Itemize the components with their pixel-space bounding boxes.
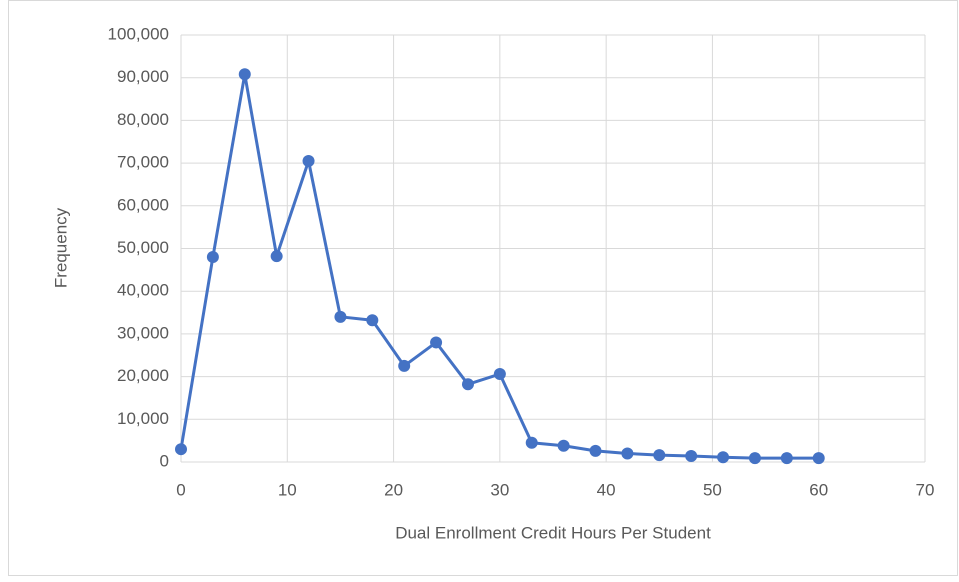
x-tick-label: 60 bbox=[809, 480, 828, 499]
chart-border bbox=[8, 0, 958, 576]
data-point bbox=[812, 452, 825, 465]
data-point bbox=[780, 452, 793, 465]
data-point bbox=[238, 68, 251, 81]
y-tick-label: 20,000 bbox=[117, 366, 169, 385]
data-point bbox=[748, 452, 761, 465]
data-point bbox=[717, 451, 730, 464]
y-tick-label: 50,000 bbox=[117, 238, 169, 257]
data-point bbox=[685, 450, 698, 463]
data-point bbox=[206, 251, 219, 264]
y-tick-label: 60,000 bbox=[117, 195, 169, 214]
data-point bbox=[175, 443, 187, 456]
x-tick-label: 70 bbox=[916, 480, 935, 499]
y-tick-label: 30,000 bbox=[117, 323, 169, 342]
x-tick-label: 10 bbox=[278, 480, 297, 499]
data-point bbox=[302, 154, 315, 167]
data-point bbox=[461, 378, 474, 391]
y-tick-label: 40,000 bbox=[117, 281, 169, 300]
y-tick-label: 80,000 bbox=[117, 110, 169, 129]
data-point bbox=[334, 310, 347, 323]
data-point bbox=[525, 436, 538, 449]
x-tick-label: 30 bbox=[490, 480, 509, 499]
x-tick-label: 40 bbox=[597, 480, 616, 499]
data-point bbox=[653, 449, 666, 462]
y-tick-label: 100,000 bbox=[108, 24, 169, 43]
data-point bbox=[557, 439, 570, 452]
data-point bbox=[270, 250, 283, 263]
data-point bbox=[398, 359, 411, 372]
x-tick-label: 20 bbox=[384, 480, 403, 499]
y-axis-title: Frequency bbox=[51, 207, 70, 288]
y-tick-label: 0 bbox=[160, 451, 169, 470]
x-tick-label: 50 bbox=[703, 480, 722, 499]
data-point bbox=[493, 368, 506, 381]
data-point bbox=[621, 447, 634, 460]
data-point bbox=[430, 336, 443, 349]
y-tick-label: 10,000 bbox=[117, 409, 169, 428]
x-tick-label: 0 bbox=[176, 480, 185, 499]
x-axis-title: Dual Enrollment Credit Hours Per Student bbox=[395, 523, 711, 542]
y-tick-label: 70,000 bbox=[117, 153, 169, 172]
data-point bbox=[366, 314, 379, 327]
data-point bbox=[589, 444, 602, 457]
y-tick-label: 90,000 bbox=[117, 67, 169, 86]
